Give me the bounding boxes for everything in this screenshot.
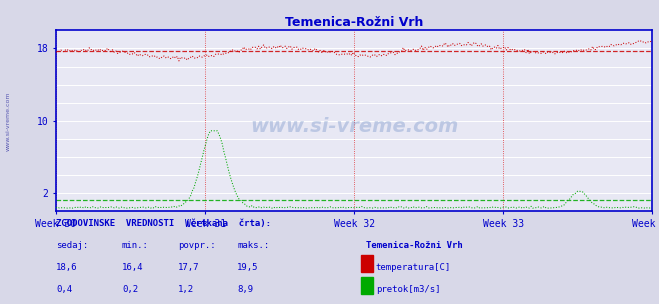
Text: 1,2: 1,2 bbox=[178, 285, 194, 294]
Text: Temenica-Rožni Vrh: Temenica-Rožni Vrh bbox=[366, 241, 463, 250]
Text: ZGODOVINSKE  VREDNOSTI  (črtkana  črta):: ZGODOVINSKE VREDNOSTI (črtkana črta): bbox=[56, 219, 271, 229]
Text: 19,5: 19,5 bbox=[237, 263, 259, 272]
Text: 0,4: 0,4 bbox=[56, 285, 72, 294]
Text: maks.:: maks.: bbox=[237, 241, 270, 250]
Text: 8,9: 8,9 bbox=[237, 285, 253, 294]
Text: www.si-vreme.com: www.si-vreme.com bbox=[5, 92, 11, 151]
Text: 18,6: 18,6 bbox=[56, 263, 78, 272]
Text: www.si-vreme.com: www.si-vreme.com bbox=[250, 117, 459, 136]
Text: 17,7: 17,7 bbox=[178, 263, 200, 272]
Title: Temenica-Rožni Vrh: Temenica-Rožni Vrh bbox=[285, 16, 423, 29]
Text: povpr.:: povpr.: bbox=[178, 241, 215, 250]
Text: pretok[m3/s]: pretok[m3/s] bbox=[376, 285, 440, 294]
Text: min.:: min.: bbox=[122, 241, 149, 250]
Text: 16,4: 16,4 bbox=[122, 263, 144, 272]
Text: temperatura[C]: temperatura[C] bbox=[376, 263, 451, 272]
Text: 0,2: 0,2 bbox=[122, 285, 138, 294]
Text: sedaj:: sedaj: bbox=[56, 241, 88, 250]
